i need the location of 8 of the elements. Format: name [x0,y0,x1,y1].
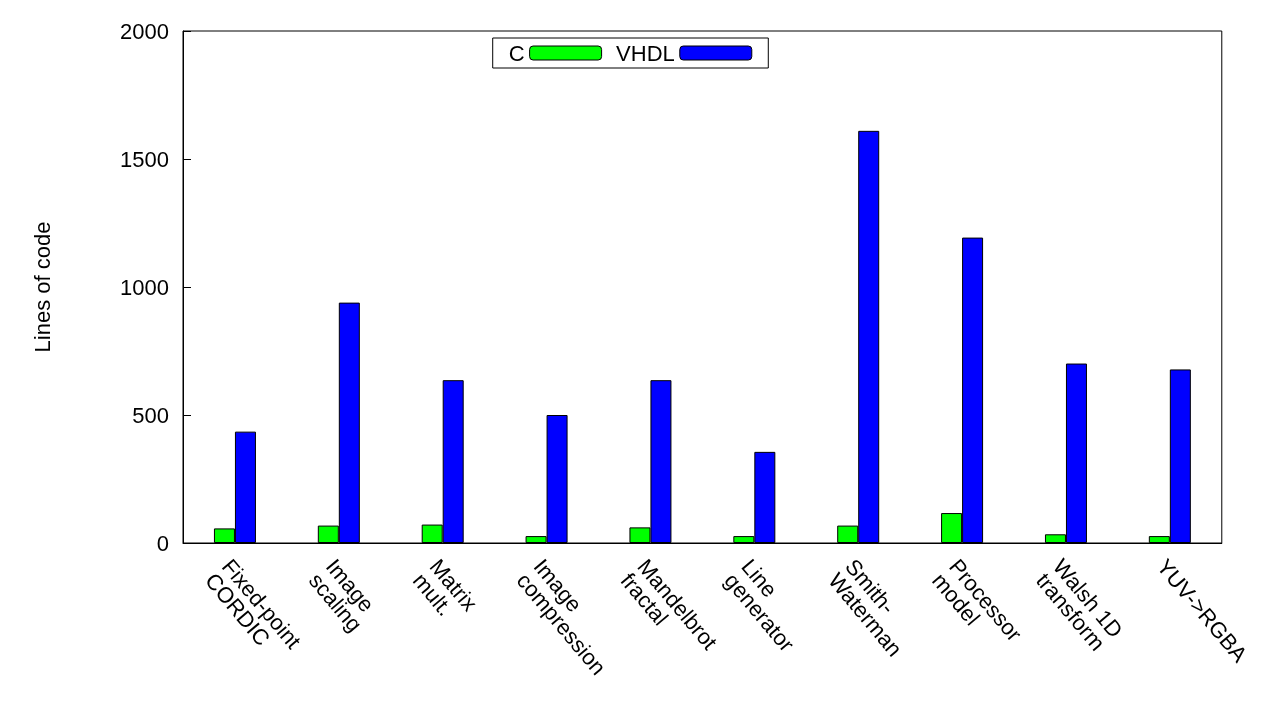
y-tick-label: 2000 [120,18,169,44]
y-tick-label: 1500 [120,146,169,172]
y-tick-label: 0 [156,530,169,556]
y-axis-title: Lines of code [29,221,55,353]
y-tick-label: 500 [132,402,169,428]
y-tick-label: 1000 [120,274,169,300]
legend-label: VHDL [616,40,675,66]
legend-label: C [508,40,525,66]
